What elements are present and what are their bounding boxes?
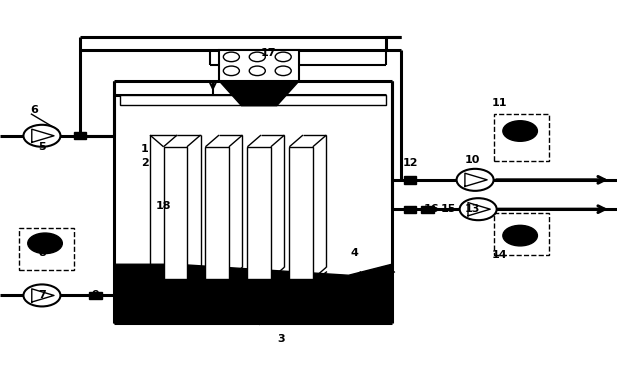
Circle shape: [503, 225, 537, 246]
Bar: [120, 95, 386, 105]
Bar: [219, 50, 299, 81]
Text: 1: 1: [141, 143, 149, 154]
Text: 18: 18: [155, 200, 172, 211]
Text: 9: 9: [92, 290, 99, 301]
Bar: [19, 228, 74, 270]
Circle shape: [23, 284, 60, 306]
Text: 3: 3: [277, 334, 284, 345]
Text: 17: 17: [260, 48, 276, 58]
Text: 11: 11: [492, 98, 508, 108]
Bar: [494, 213, 549, 255]
Text: 5: 5: [38, 142, 46, 152]
Bar: [205, 147, 229, 279]
Circle shape: [23, 125, 60, 147]
Polygon shape: [219, 81, 299, 106]
Text: 6: 6: [30, 105, 38, 115]
Bar: [247, 147, 271, 279]
Text: 16: 16: [424, 204, 440, 214]
Circle shape: [503, 121, 537, 141]
Bar: [404, 176, 416, 184]
Bar: [404, 206, 416, 213]
Bar: [89, 292, 102, 299]
Text: 4: 4: [351, 248, 358, 258]
Text: 8: 8: [38, 248, 46, 258]
Text: 7: 7: [38, 290, 46, 301]
Circle shape: [460, 198, 497, 220]
Bar: [421, 206, 434, 213]
Text: 13: 13: [465, 204, 479, 214]
Bar: [289, 147, 313, 279]
Text: 12: 12: [402, 158, 418, 168]
Polygon shape: [114, 264, 392, 323]
Circle shape: [457, 169, 494, 191]
Bar: [74, 132, 86, 139]
Bar: [164, 147, 187, 279]
Text: 10: 10: [465, 155, 479, 165]
Bar: [494, 114, 549, 161]
Text: 15: 15: [441, 204, 455, 214]
Text: 14: 14: [492, 250, 508, 260]
Text: 2: 2: [141, 158, 149, 168]
Circle shape: [28, 233, 62, 254]
